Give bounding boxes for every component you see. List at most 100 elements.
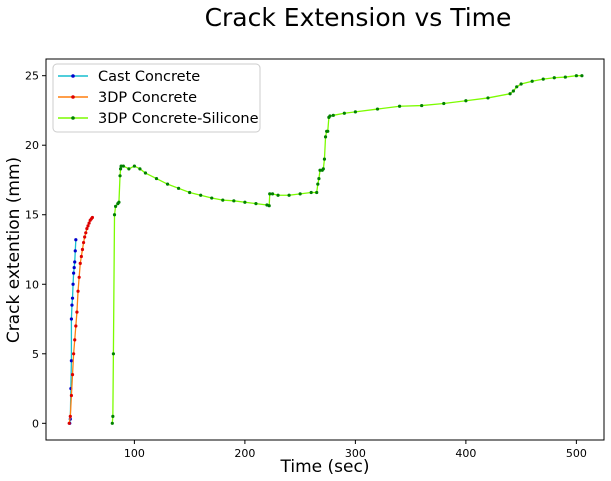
data-point — [110, 421, 114, 425]
plot-area — [67, 74, 584, 425]
y-tick-label: 10 — [25, 278, 39, 291]
data-point — [111, 352, 115, 356]
series-line-2 — [111, 75, 582, 424]
y-tick-label: 25 — [25, 70, 39, 83]
legend: Cast Concrete 3DP Concrete 3DP Concrete-Si… — [52, 63, 261, 133]
data-point — [541, 77, 545, 81]
data-point — [69, 317, 74, 321]
data-point — [232, 199, 236, 203]
data-point — [143, 171, 148, 175]
data-point — [316, 182, 320, 186]
data-point — [114, 204, 118, 208]
legend-swatch-marker — [71, 74, 75, 78]
data-point — [342, 111, 346, 115]
data-point — [315, 190, 319, 195]
data-point — [530, 79, 534, 83]
data-point — [73, 260, 77, 264]
data-point — [210, 196, 214, 200]
y-tick-label: 5 — [32, 348, 39, 361]
data-point — [254, 202, 258, 206]
data-point — [77, 275, 81, 279]
plot-frame — [45, 58, 605, 441]
data-point — [309, 190, 313, 195]
data-point — [328, 114, 332, 118]
legend-label: 3DP Concrete — [98, 90, 197, 106]
x-tick-label: 300 — [345, 447, 366, 460]
y-tick-label: 0 — [32, 417, 39, 430]
data-point — [552, 76, 556, 80]
data-point — [464, 99, 468, 103]
data-point — [87, 221, 91, 225]
x-tick-label: 200 — [234, 447, 255, 460]
legend-box — [52, 63, 261, 133]
chart-title: Crack Extension vs Time — [205, 3, 512, 32]
data-point — [75, 310, 79, 314]
data-point — [322, 157, 327, 161]
data-point — [486, 96, 490, 100]
data-point — [511, 89, 515, 93]
series-line-1 — [68, 217, 93, 424]
data-point — [73, 338, 77, 342]
data-point — [73, 249, 77, 253]
data-point — [112, 213, 117, 217]
data-point — [321, 167, 325, 171]
data-point — [221, 198, 225, 202]
data-point — [276, 193, 280, 197]
data-point — [72, 265, 76, 270]
data-point — [70, 373, 75, 377]
data-point — [81, 240, 86, 245]
data-point — [580, 74, 584, 78]
data-point — [127, 167, 131, 171]
legend-swatch-marker — [71, 95, 75, 99]
legend-label: 3DP Concrete-Silicone — [98, 111, 259, 127]
data-point — [69, 393, 74, 398]
data-point — [90, 215, 95, 220]
data-point — [74, 324, 78, 328]
data-point — [317, 176, 321, 181]
data-point — [78, 261, 82, 266]
data-point — [138, 167, 142, 171]
data-point — [442, 101, 446, 106]
data-point — [69, 359, 74, 363]
data-point — [68, 414, 72, 418]
data-point — [574, 74, 578, 78]
data-point — [375, 107, 380, 111]
x-tick-label: 100 — [124, 447, 145, 460]
x-tick-label: 500 — [566, 447, 587, 460]
y-tick-label: 20 — [25, 139, 39, 152]
data-point — [74, 238, 78, 242]
data-point — [326, 129, 330, 133]
data-point — [72, 352, 76, 356]
data-point — [70, 296, 75, 300]
data-point — [119, 164, 123, 168]
data-point — [318, 168, 322, 172]
data-point — [86, 224, 90, 228]
data-point — [270, 192, 275, 196]
data-point — [515, 85, 519, 89]
data-point — [121, 164, 125, 168]
data-point — [188, 190, 192, 195]
data-point — [298, 192, 302, 196]
data-point — [67, 421, 71, 425]
data-point — [165, 182, 170, 186]
axis-ticks: 100 200 300 400 500 0 5 10 15 20 25 — [25, 70, 587, 460]
data-point — [353, 110, 357, 114]
data-point — [243, 200, 247, 204]
data-point — [199, 193, 203, 197]
data-point — [519, 82, 523, 86]
data-point — [268, 192, 272, 196]
data-point — [176, 186, 181, 190]
data-point — [397, 104, 402, 108]
data-point — [111, 414, 115, 418]
data-point — [420, 103, 424, 108]
data-point — [83, 235, 87, 239]
data-point — [154, 176, 159, 181]
data-point — [118, 174, 122, 178]
data-point — [79, 254, 83, 259]
data-point — [323, 135, 328, 139]
data-point — [71, 282, 75, 286]
y-axis-title: Crack extention (mm) — [4, 157, 24, 343]
data-point — [84, 231, 88, 235]
data-point — [72, 271, 76, 275]
data-point — [287, 193, 291, 197]
